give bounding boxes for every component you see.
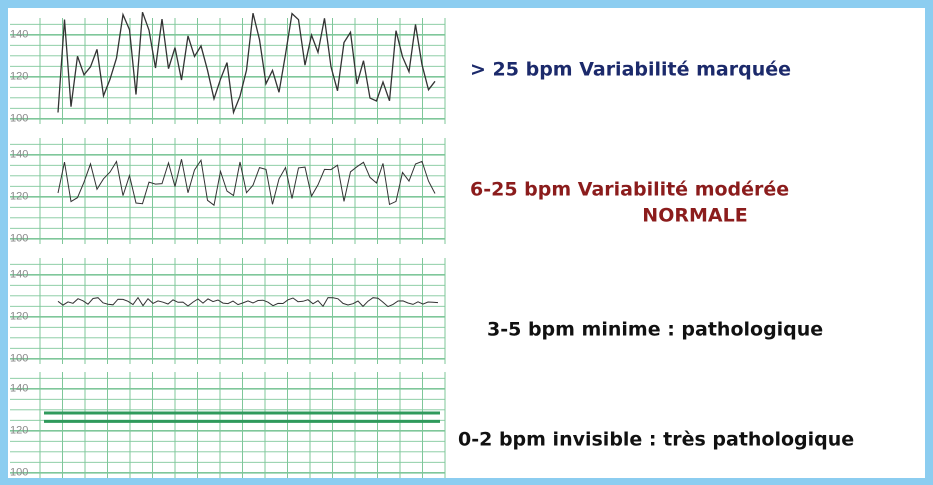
caption: 0-2 bpm invisible : très pathologique [458, 429, 854, 451]
y-tick-label: 140 [10, 383, 28, 395]
caption: NORMALE [642, 205, 747, 227]
caption: > 25 bpm Variabilité marquée [470, 59, 791, 81]
y-tick-label: 140 [10, 149, 28, 161]
y-tick-label: 100 [10, 113, 28, 125]
y-tick-label: 120 [10, 191, 28, 203]
trace [57, 158, 436, 207]
trace [57, 296, 439, 308]
y-tick-label: 120 [10, 311, 28, 323]
y-tick-label: 120 [10, 425, 28, 437]
caption: 3-5 bpm minime : pathologique [487, 319, 823, 341]
caption: 6-25 bpm Variabilité modérée [470, 179, 789, 201]
y-tick-label: 140 [10, 29, 28, 41]
y-tick-label: 100 [10, 353, 28, 365]
trace [57, 11, 436, 116]
y-tick-label: 140 [10, 269, 28, 281]
y-tick-label: 100 [10, 233, 28, 245]
y-tick-label: 100 [10, 467, 28, 479]
y-tick-label: 120 [10, 71, 28, 83]
